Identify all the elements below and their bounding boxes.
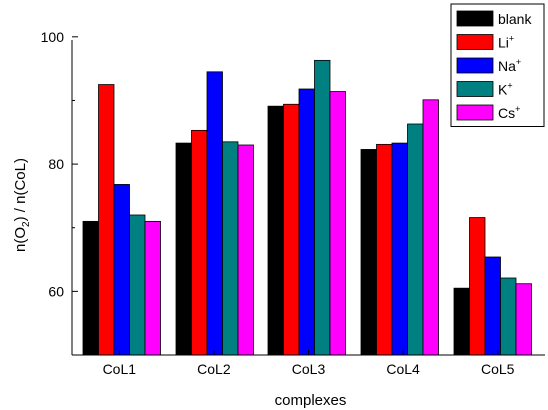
x-tick-label-col5: CoL5	[481, 361, 515, 377]
bar-col5-cs	[515, 283, 532, 356]
bar-col2-blank	[175, 142, 192, 356]
bar-col2-na	[206, 71, 223, 356]
y-tick-label: 100	[41, 29, 65, 45]
bar-col5-li	[469, 217, 486, 356]
legend-label-blank: blank	[498, 11, 532, 27]
legend-label-cs: Cs+	[498, 104, 520, 121]
x-tick-label-col3: CoL3	[292, 361, 326, 377]
legend-label-k: K+	[498, 81, 513, 98]
bar-col2-k	[222, 141, 239, 356]
legend-swatch-blank	[456, 10, 494, 27]
bar-col5-k	[500, 277, 517, 356]
bar-col3-cs	[329, 91, 346, 356]
bar-col4-cs	[422, 99, 439, 356]
bar-col1-na	[113, 184, 130, 356]
bar-col4-li	[376, 143, 393, 356]
bar-col3-blank	[267, 105, 284, 356]
bar-col3-k	[314, 59, 331, 356]
bars-group	[82, 59, 532, 356]
x-tick-label-col4: CoL4	[386, 361, 420, 377]
legend-label-na: Na+	[498, 57, 521, 74]
x-tick-label-col2: CoL2	[197, 361, 231, 377]
bar-col3-li	[283, 103, 300, 356]
y-tick-label: 80	[48, 156, 64, 172]
legend-swatch-li	[456, 34, 494, 50]
x-axis-title: complexes	[275, 392, 347, 409]
ticks-group: 60 80 100 CoL1 CoL2 CoL3 CoL4 CoL5	[41, 29, 515, 377]
bar-col1-li	[98, 84, 115, 356]
legend-swatch-na	[456, 57, 494, 74]
bar-col4-k	[407, 123, 424, 356]
legend-swatch-cs	[456, 104, 494, 121]
bar-col1-k	[129, 214, 146, 356]
legend-swatch-k	[456, 81, 494, 97]
bar-col4-na	[391, 142, 408, 356]
bar-col2-cs	[237, 144, 254, 356]
legend-label-li: Li+	[498, 34, 514, 51]
bar-col4-blank	[360, 149, 377, 356]
bar-col5-blank	[453, 287, 470, 356]
y-axis-title: n(O2) / n(CoL)	[12, 158, 32, 252]
bar-col1-blank	[82, 220, 99, 356]
bar-col1-cs	[144, 220, 161, 356]
legend: blank Li+ Na+ K+ Cs+	[450, 3, 545, 127]
x-tick-label-col1: CoL1	[103, 361, 137, 377]
y-tick-label: 60	[48, 283, 64, 299]
bar-col3-na	[298, 88, 315, 356]
bar-col2-li	[191, 129, 208, 356]
bar-col5-na	[484, 256, 501, 356]
